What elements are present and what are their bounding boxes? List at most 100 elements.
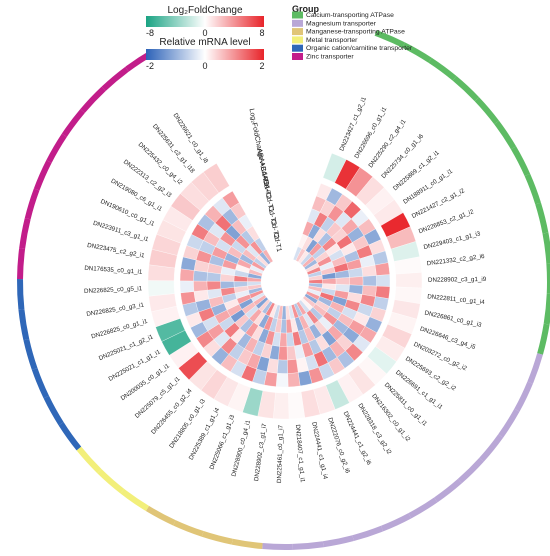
group-entry-label: Metal transporter xyxy=(306,37,358,44)
foldchange-cell xyxy=(203,163,230,194)
mrna-tick-max: 2 xyxy=(259,61,264,71)
group-band xyxy=(479,434,504,462)
mrna-tick-min: -2 xyxy=(146,61,154,71)
group-band xyxy=(434,478,462,503)
foldchange-colorbar xyxy=(146,16,264,27)
track-label: Cd-T3 xyxy=(266,206,277,227)
gene-labels: DN223427_c1_g2_i1DN226696_c0_g1_i1DN2252… xyxy=(84,95,487,483)
foldchange-cell xyxy=(395,272,423,289)
group-band xyxy=(76,446,102,474)
group-band xyxy=(452,76,480,102)
group-band xyxy=(231,538,263,550)
group-entry-label: Magnesium transporter xyxy=(306,20,377,27)
heatmap-cell xyxy=(374,262,390,276)
group-band xyxy=(402,42,432,63)
group-entry-label: Manganese-transporting ATPase xyxy=(306,29,405,36)
group-band xyxy=(535,202,549,234)
group-band xyxy=(58,422,82,451)
group-band xyxy=(18,309,30,341)
group-band xyxy=(457,457,484,484)
group-entry-label: Organic cation/carnitine transporter xyxy=(306,45,413,52)
mrna-legend: Relative mRNA level -2 0 2 xyxy=(146,37,265,71)
group-band xyxy=(510,146,531,177)
foldchange-tick-mid: 0 xyxy=(202,28,207,38)
group-band xyxy=(543,293,550,325)
group-entry-label: Calcium-transporting ATPase xyxy=(306,12,394,19)
foldchange-cell xyxy=(273,392,290,420)
heatmap-cell xyxy=(278,346,288,361)
heatmap-cell xyxy=(349,276,364,286)
group-swatch xyxy=(292,19,303,27)
mrna-legend-title: Relative mRNA level xyxy=(159,37,250,48)
foldchange-tick-max: 8 xyxy=(259,28,264,38)
group-swatch xyxy=(292,36,303,44)
group-band xyxy=(474,97,499,125)
group-band xyxy=(542,232,550,264)
foldchange-cell xyxy=(147,280,175,297)
group-band xyxy=(322,535,354,548)
group-band xyxy=(43,395,64,426)
heatmap-cell xyxy=(287,359,299,374)
group-band xyxy=(494,120,517,150)
group-band xyxy=(380,513,412,532)
group-band xyxy=(17,248,26,280)
group-band xyxy=(101,66,129,91)
group-entry-label: Zinc transporter xyxy=(306,54,354,61)
gene-label: DN176535_c0_g1_i1 xyxy=(84,265,143,276)
group-band xyxy=(374,30,405,48)
track-label: Cd-T2 xyxy=(269,219,280,240)
gene-label: DN229403_c1_g1_i3 xyxy=(423,230,482,251)
group-swatch xyxy=(292,44,303,52)
mrna-tick-mid: 0 xyxy=(202,61,207,71)
group-band xyxy=(23,338,38,370)
group-band xyxy=(61,108,85,137)
group-legend: Group Calcium-transporting ATPaseMagnesi… xyxy=(292,4,413,61)
group-band xyxy=(97,468,125,494)
heatmap-cell xyxy=(262,249,274,263)
group-band xyxy=(201,531,233,545)
group-legend-title: Group xyxy=(292,4,319,14)
foldchange-tick-min: -8 xyxy=(146,28,154,38)
group-band xyxy=(46,133,67,163)
gene-label: DN228900_c0_g4_i1 xyxy=(230,419,252,478)
gene-label: DN226861_c0_g1_i3 xyxy=(424,310,483,329)
group-band xyxy=(145,505,176,526)
group-band xyxy=(408,497,438,519)
group-swatch xyxy=(292,11,303,19)
group-band xyxy=(33,160,52,191)
gene-label: DN226825_c0_g1_i1 xyxy=(91,318,149,341)
group-band xyxy=(262,543,293,550)
group-swatch xyxy=(292,53,303,60)
group-band xyxy=(514,381,533,412)
heatmap-cell xyxy=(179,280,195,294)
gene-label: DN228902_c3_g1_i7 xyxy=(253,423,268,482)
gene-label: DN223911_c3_g1_i1 xyxy=(92,220,150,244)
gene-label: DN222811_c0_g1_i4 xyxy=(427,293,486,306)
gene-label: DN225461_c0_g1_i7 xyxy=(276,424,285,483)
group-band xyxy=(120,488,149,512)
gene-label: DN218407_c1_g1_i1 xyxy=(294,424,306,483)
heatmap-cell xyxy=(220,281,235,289)
group-band xyxy=(527,353,543,384)
heatmap-cell xyxy=(206,280,222,291)
group-band xyxy=(428,57,457,81)
group-band xyxy=(19,217,31,250)
heatmap-cell xyxy=(277,359,288,374)
heatmap-rings xyxy=(17,30,550,550)
heatmap-cell xyxy=(376,274,391,287)
heatmap-cell xyxy=(179,268,195,282)
heatmap-cell xyxy=(362,275,377,287)
group-band xyxy=(17,279,25,310)
foldchange-legend: Log₂FoldChange -8 0 8 xyxy=(146,5,265,38)
gene-label: DN221332_c2_g2_i6 xyxy=(426,253,485,267)
gene-label: DN226825_c0_g3_i1 xyxy=(86,302,145,318)
track-label: Cd-T1 xyxy=(272,232,283,253)
heatmap-cell xyxy=(322,278,337,285)
gene-label: DN223475_c2_g2_i1 xyxy=(87,242,146,260)
group-band xyxy=(31,367,50,399)
group-band xyxy=(173,520,204,537)
heatmap-cell xyxy=(335,277,350,286)
group-band xyxy=(352,525,384,541)
group-band xyxy=(498,408,520,438)
